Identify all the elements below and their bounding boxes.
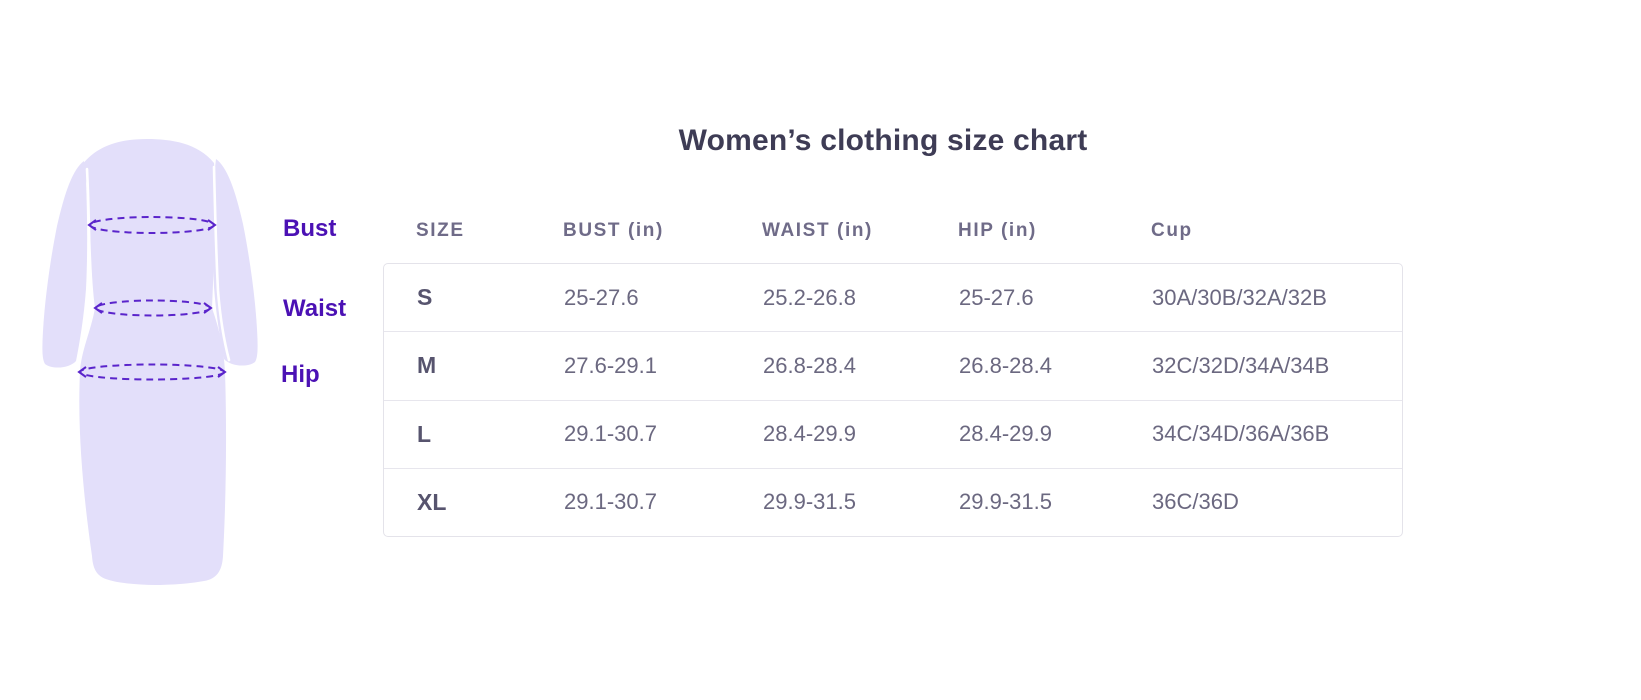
hip-value: 29.9-31.5	[959, 489, 1052, 515]
bust-label: Bust	[283, 215, 337, 242]
size-value: S	[417, 284, 433, 311]
measure-arrows	[77, 219, 227, 378]
size-table: S 25-27.6 25.2-26.8 25-27.6 30A/30B/32A/…	[383, 263, 1403, 537]
size-value: M	[417, 352, 437, 379]
column-header-size: SIZE	[416, 220, 465, 241]
page-title: Women’s clothing size chart	[678, 124, 1088, 157]
column-header-bust: BUST (in)	[563, 220, 664, 241]
hip-value: 25-27.6	[959, 284, 1034, 310]
bust-value: 27.6-29.1	[564, 352, 657, 378]
bust-value: 29.1-30.7	[564, 421, 657, 447]
waist-value: 25.2-26.8	[763, 284, 856, 310]
size-value: L	[417, 420, 432, 447]
column-header-waist: WAIST (in)	[762, 220, 873, 241]
cup-value: 34C/34D/36A/36B	[1152, 421, 1330, 447]
dress-sleeves	[42, 159, 258, 368]
measure-lines	[77, 216, 227, 381]
table-header-row: SIZE BUST (in) WAIST (in) HIP (in) Cup	[383, 212, 1403, 250]
column-header-cup: Cup	[1151, 220, 1193, 241]
table-row: S 25-27.6 25.2-26.8 25-27.6 30A/30B/32A/…	[384, 264, 1402, 331]
table-row: L 29.1-30.7 28.4-29.9 28.4-29.9 34C/34D/…	[384, 399, 1402, 468]
dress-body	[79, 139, 227, 585]
dress-seams	[76, 165, 231, 362]
size-value: XL	[417, 488, 447, 515]
cup-value: 36C/36D	[1152, 489, 1239, 515]
bust-value: 25-27.6	[564, 284, 639, 310]
hip-value: 26.8-28.4	[959, 352, 1052, 378]
bust-value: 29.1-30.7	[564, 489, 657, 515]
table-row: XL 29.1-30.7 29.9-31.5 29.9-31.5 36C/36D	[384, 467, 1402, 536]
cup-value: 30A/30B/32A/32B	[1152, 284, 1327, 310]
table-row: M 27.6-29.1 26.8-28.4 26.8-28.4 32C/32D/…	[384, 331, 1402, 399]
waist-value: 26.8-28.4	[763, 352, 856, 378]
waist-label: Waist	[283, 295, 347, 322]
dress-illustration	[42, 139, 258, 585]
waist-value: 28.4-29.9	[763, 421, 856, 447]
cup-value: 32C/32D/34A/34B	[1152, 352, 1330, 378]
hip-value: 28.4-29.9	[959, 421, 1052, 447]
hip-label: Hip	[281, 361, 320, 388]
column-header-hip: HIP (in)	[958, 220, 1037, 241]
waist-value: 29.9-31.5	[763, 489, 856, 515]
